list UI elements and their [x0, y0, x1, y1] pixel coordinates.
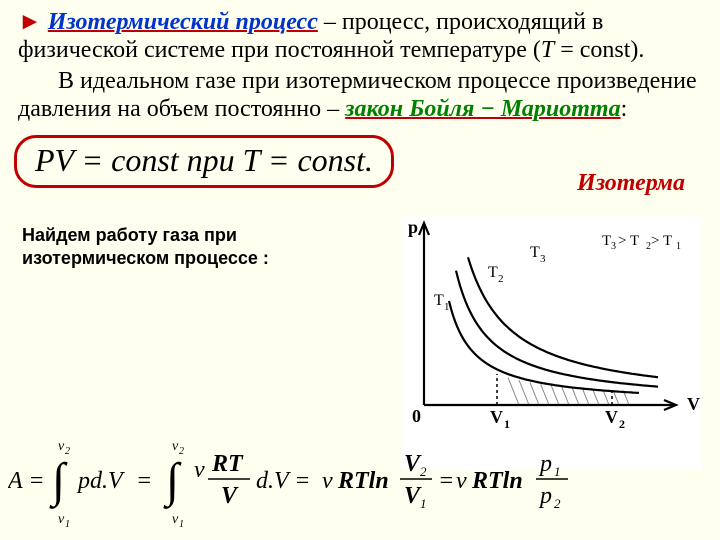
svg-text:1: 1 [676, 241, 681, 252]
svg-text:d.V =: d.V = [256, 468, 310, 494]
definition-paragraph: ► Изотермический процесс – процесс, прои… [18, 8, 702, 65]
svg-text:1: 1 [504, 417, 510, 431]
svg-text:∫: ∫ [49, 454, 68, 509]
svg-text:ν: ν [194, 457, 205, 483]
svg-text:T: T [530, 244, 540, 261]
svg-text:A =: A = [8, 468, 44, 494]
svg-text:1: 1 [179, 519, 184, 528]
svg-text:2: 2 [420, 464, 427, 479]
boxed-formula: PV = const npu T = const. [14, 135, 394, 188]
def-tail: = const). [554, 37, 644, 63]
svg-text:V: V [687, 394, 700, 414]
svg-text:T: T [488, 264, 498, 281]
svg-text:2: 2 [179, 446, 184, 457]
svg-text:T: T [434, 292, 444, 309]
svg-text:ν: ν [58, 512, 65, 527]
svg-text:∫: ∫ [163, 454, 182, 509]
svg-text:ν: ν [172, 439, 179, 454]
svg-text:p: p [538, 451, 552, 477]
svg-text:V: V [605, 407, 618, 427]
svg-text:RTln: RTln [337, 468, 389, 494]
svg-text:1: 1 [554, 464, 561, 479]
svg-text:> T: > T [618, 233, 639, 249]
svg-text:T: T [602, 233, 611, 249]
svg-text:ν: ν [456, 468, 467, 494]
t-var: T [541, 37, 554, 63]
svg-text:0: 0 [412, 406, 421, 426]
svg-text:V: V [490, 407, 503, 427]
svg-text:p: p [408, 217, 418, 237]
svg-text:3: 3 [611, 241, 616, 252]
svg-text:2: 2 [65, 446, 70, 457]
law-term: закон Бойля − Мариотта [345, 96, 620, 122]
svg-text:pd.V: pd.V [76, 468, 125, 494]
arrow-icon: ► [18, 9, 42, 35]
svg-text:RTln: RTln [471, 468, 523, 494]
svg-text:2: 2 [554, 496, 561, 511]
svg-text:2: 2 [498, 273, 504, 285]
work-integral-formula: A = ∫ ν2 ν1 pd.V = ∫ ν2 ν1 ν RT V d.V = … [8, 433, 708, 528]
svg-text:p: p [538, 483, 552, 509]
svg-text:ν: ν [58, 439, 65, 454]
svg-text:ν: ν [322, 468, 333, 494]
svg-text:1: 1 [444, 301, 450, 313]
svg-text:> T: > T [651, 233, 672, 249]
isotherm-chart: p V 0 V 1 V 2 T1 T2 T3 T3 > T2 > T1 [402, 215, 702, 470]
svg-text:V: V [221, 483, 239, 509]
svg-text:3: 3 [540, 253, 546, 265]
svg-text:1: 1 [65, 519, 70, 528]
izoterma-label: Изотерма [577, 170, 685, 197]
svg-text:=: = [136, 468, 152, 494]
paragraph-2: В идеальном газе при изотермическом проц… [18, 67, 702, 124]
svg-text:ν: ν [172, 512, 179, 527]
svg-text:2: 2 [619, 417, 625, 431]
colon: : [621, 96, 628, 122]
svg-text:1: 1 [420, 496, 427, 511]
svg-text:=: = [438, 468, 454, 494]
title-term: Изотермический процесс [48, 9, 318, 35]
svg-text:RT: RT [211, 451, 244, 477]
